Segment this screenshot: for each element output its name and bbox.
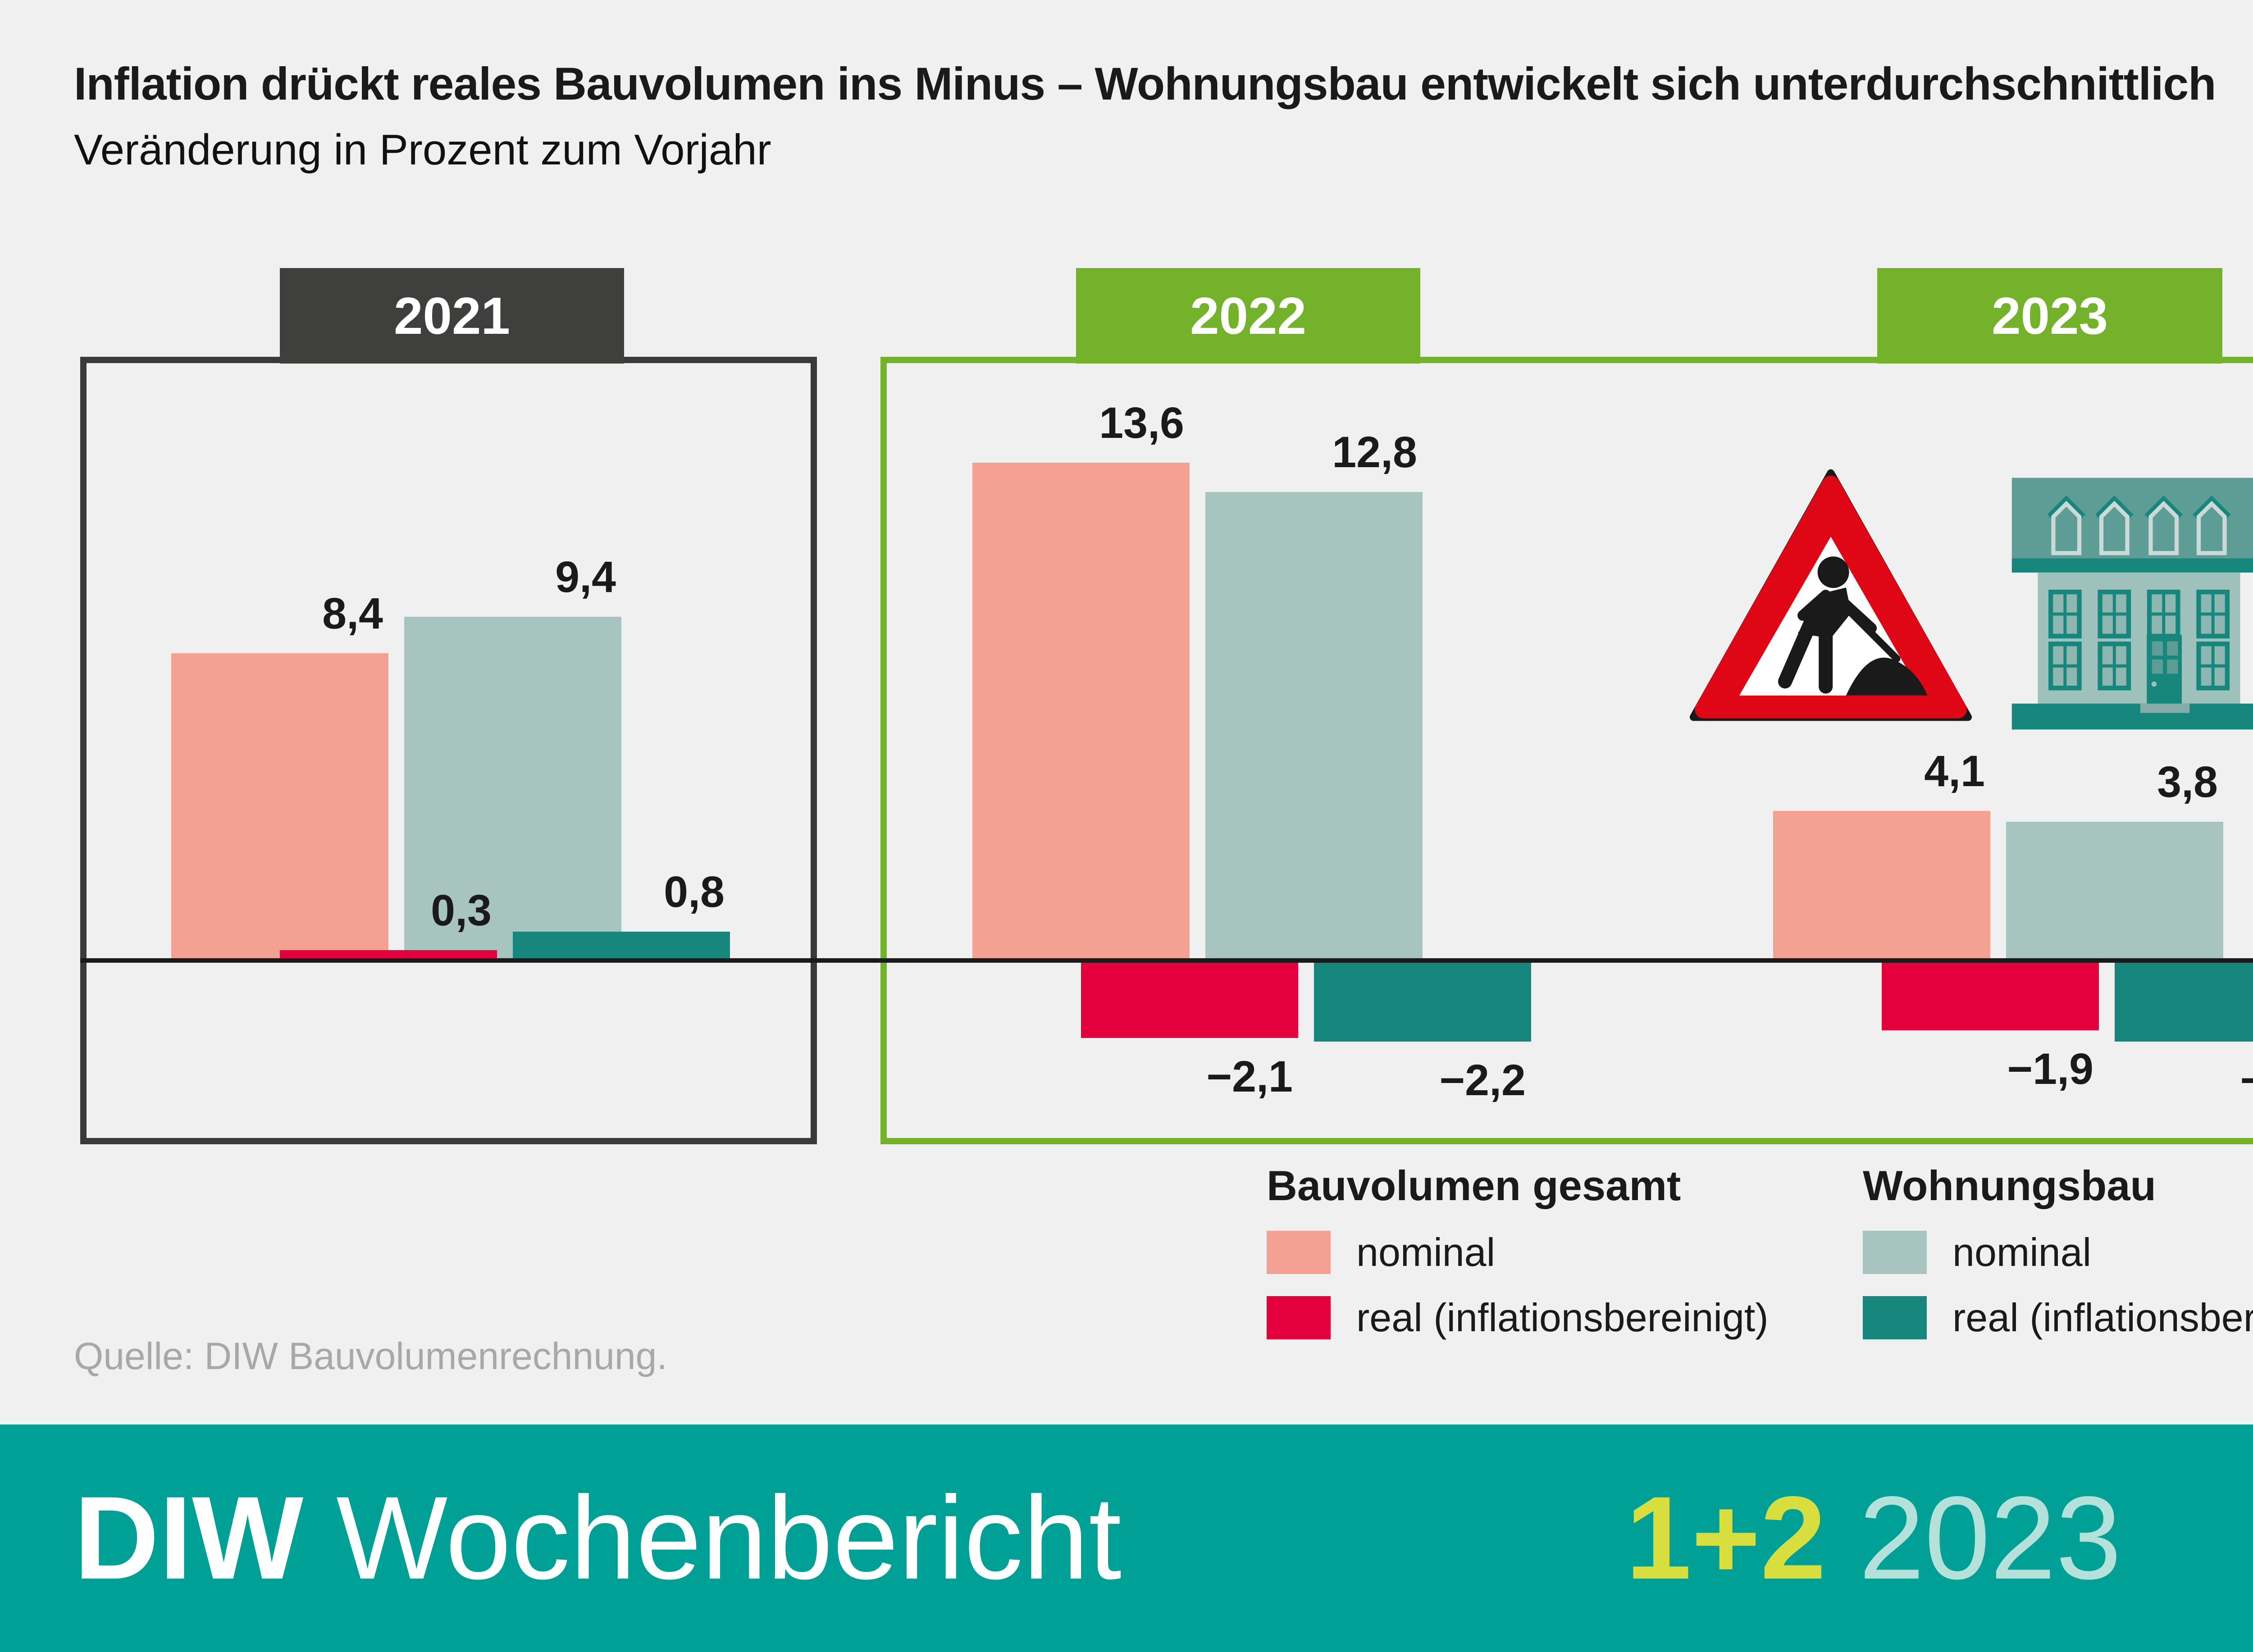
bar-value-2021-series3: 0,8 xyxy=(664,867,725,916)
bar-value-2022-series2: 12,8 xyxy=(1332,428,1417,477)
legend-swatch-gesamt-real xyxy=(1267,1296,1331,1339)
footer-divider xyxy=(0,1420,2253,1424)
year-tab-2023: 2023 xyxy=(1877,268,2222,364)
brand-wochenbericht: Wochenbericht xyxy=(336,1472,1122,1604)
legend-title-bauvolumen: Bauvolumen gesamt xyxy=(1267,1162,1681,1209)
bar-value-2023-series0: 4,1 xyxy=(1924,746,1985,796)
frame-2021 xyxy=(80,357,817,1144)
bar-2023-series0 xyxy=(1773,811,1990,961)
issue-num: 1+2 xyxy=(1626,1472,1826,1604)
bar-value-2022-series1: −2,1 xyxy=(1206,1052,1293,1101)
zero-axis-line xyxy=(80,958,2253,963)
legend-swatch-gesamt-nominal xyxy=(1267,1231,1331,1274)
bar-value-2021-series0: 8,4 xyxy=(322,589,383,638)
bar-value-2023-series2: 3,8 xyxy=(2157,757,2218,806)
bar-2021-series2 xyxy=(404,617,621,961)
bar-2023-series3 xyxy=(2115,961,2253,1042)
bar-2023-series1 xyxy=(1882,961,2099,1030)
legend-label-gesamt-real: real (inflationsbereinigt) xyxy=(1356,1295,1769,1340)
source-note: Quelle: DIW Bauvolumenrechnung. xyxy=(74,1335,667,1377)
bar-2022-series3 xyxy=(1314,961,1531,1042)
bar-2022-series1 xyxy=(1081,961,1298,1038)
footer-band xyxy=(0,1424,2253,1652)
legend-label-wohnungsbau-real: real (inflationsbereinigt) xyxy=(1952,1295,2253,1340)
bar-2021-series3 xyxy=(513,932,730,961)
construction-sign-icon xyxy=(1689,469,1972,721)
issue-number: 1+2 2023 xyxy=(1626,1479,2121,1597)
legend-swatch-wohnungsbau-nominal xyxy=(1863,1231,1927,1274)
bar-value-2022-series3: −2,2 xyxy=(1439,1056,1526,1105)
bar-value-2023-series1: −1,9 xyxy=(2007,1044,2094,1093)
legend-swatch-wohnungsbau-real xyxy=(1863,1296,1927,1339)
page-subtitle: Veränderung in Prozent zum Vorjahr xyxy=(74,126,771,174)
bar-2022-series2 xyxy=(1205,492,1423,961)
bar-value-2023-series3: −2,2 xyxy=(2240,1056,2253,1105)
publication-brand: DIW Wochenbericht xyxy=(74,1479,1122,1597)
brand-diw: DIW xyxy=(74,1472,304,1604)
year-tab-2021: 2021 xyxy=(280,268,624,364)
bar-2021-series0 xyxy=(171,653,388,961)
bar-2023-series2 xyxy=(2006,822,2223,961)
bar-value-2021-series1: 0,3 xyxy=(431,886,492,935)
year-tab-2022: 2022 xyxy=(1076,268,1420,364)
bar-value-2021-series2: 9,4 xyxy=(555,552,616,601)
legend-label-wohnungsbau-nominal: nominal xyxy=(1952,1230,2092,1274)
page-title: Inflation drückt reales Bauvolumen ins M… xyxy=(74,58,2216,109)
legend-title-wohnungsbau: Wohnungsbau xyxy=(1863,1162,2156,1209)
bar-2022-series0 xyxy=(972,463,1190,961)
issue-year: 2023 xyxy=(1859,1472,2122,1604)
apartment-building-icon xyxy=(2011,478,2253,730)
legend-label-gesamt-nominal: nominal xyxy=(1356,1230,1496,1274)
bar-value-2022-series0: 13,6 xyxy=(1099,398,1184,447)
